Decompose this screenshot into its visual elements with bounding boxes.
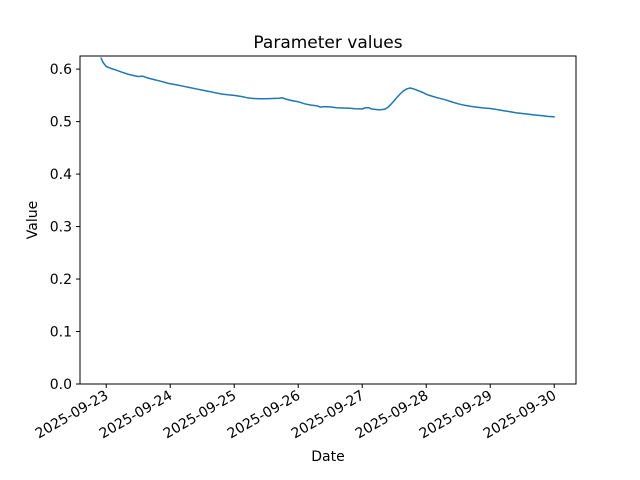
series-line-parameter-value <box>100 57 555 118</box>
y-tick-label: 0.3 <box>50 220 72 236</box>
axes-frame <box>79 55 577 385</box>
y-tick-label: 0.2 <box>50 272 72 288</box>
plot-area: 2025-09-232025-09-242025-09-252025-09-26… <box>33 55 577 443</box>
x-tick-label: 2025-09-30 <box>481 388 559 443</box>
y-axis-label: Value <box>25 201 41 239</box>
y-tick-label: 0.5 <box>50 115 72 131</box>
x-axis-label: Date <box>311 449 344 465</box>
chart-title: Parameter values <box>253 33 402 53</box>
y-tick-label: 0.4 <box>50 167 72 183</box>
y-tick-label: 0.1 <box>50 325 72 341</box>
y-tick-label: 0.6 <box>50 62 72 78</box>
y-tick-label: 0.0 <box>50 377 72 393</box>
